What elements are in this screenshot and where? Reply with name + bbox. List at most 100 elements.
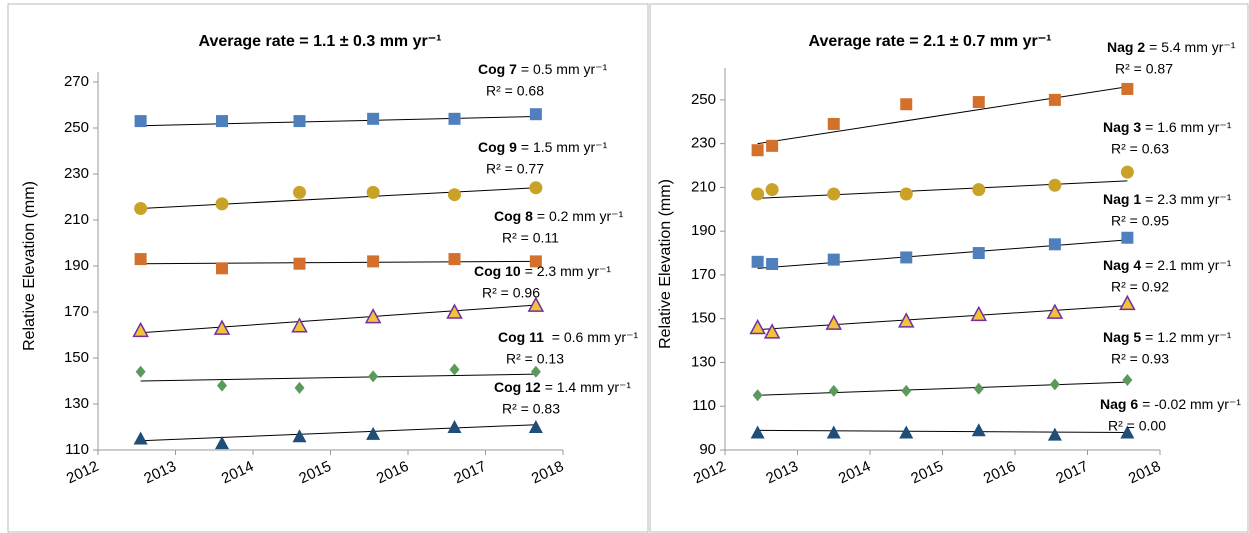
point [973, 382, 984, 395]
point [446, 303, 463, 319]
point [766, 258, 779, 270]
point [529, 108, 542, 121]
point [135, 365, 146, 378]
r2-label: R² = 0.00 [1108, 418, 1166, 434]
point [134, 202, 148, 215]
r2-label: R² = 0.95 [1111, 213, 1169, 229]
panel-frame [649, 3, 1249, 533]
x-tick-label: 2017 [451, 458, 488, 488]
rate-label: = 2.3 mm yr⁻¹ [1145, 191, 1232, 207]
y-axis-label: Relative Elevation (mm) [21, 181, 38, 351]
point [900, 251, 913, 264]
trend-line [140, 187, 536, 209]
point [751, 255, 764, 268]
point [899, 187, 913, 201]
point [899, 425, 914, 439]
point [765, 183, 779, 197]
point [826, 425, 841, 439]
y-tick-label: 170 [691, 266, 716, 283]
point [293, 257, 306, 270]
point [901, 384, 912, 397]
x-tick-label: 2018 [1126, 458, 1163, 488]
point [749, 318, 766, 335]
r2-label: R² = 0.96 [482, 285, 540, 301]
rate-label: = 0.2 mm yr⁻¹ [537, 208, 624, 224]
y-tick-label: 250 [691, 91, 716, 108]
x-tick-label: 2013 [763, 458, 800, 488]
trend-line [140, 260, 536, 265]
series-annotation: Nag 3 = 1.6 mm yr⁻¹ [1103, 119, 1232, 135]
y-tick-label: 90 [699, 441, 716, 458]
r2-label: R² = 0.68 [486, 83, 544, 99]
point [216, 115, 228, 128]
series-name: Cog 9 [478, 139, 517, 155]
point [530, 365, 541, 378]
trend-line [140, 116, 536, 127]
point [529, 181, 543, 195]
point [367, 112, 380, 125]
point [1048, 93, 1061, 106]
point [972, 96, 985, 109]
x-tick-label: 2014 [836, 458, 873, 488]
rate-label: = 0.6 mm yr⁻¹ [548, 329, 639, 345]
series-name: Nag 5 [1103, 329, 1141, 345]
point [293, 115, 306, 128]
y-tick-label: 110 [692, 397, 716, 414]
point [1046, 303, 1064, 319]
x-tick-label: 2016 [981, 458, 1018, 488]
chart-title: Average rate = 1.1 ± 0.3 mm yr⁻¹ [199, 33, 442, 50]
series-name: Cog 12 [494, 379, 541, 395]
x-tick-label: 2018 [529, 458, 566, 488]
point [766, 139, 779, 152]
point [447, 420, 462, 433]
series-annotation: Cog 9 = 1.5 mm yr⁻¹ [478, 139, 608, 155]
series-annotation: Nag 1 = 2.3 mm yr⁻¹ [1103, 191, 1232, 207]
chart-title: Average rate = 2.1 ± 0.7 mm yr⁻¹ [809, 33, 1052, 50]
series-annotation: Cog 12 = 1.4 mm yr⁻¹ [494, 379, 631, 395]
trend-line [140, 373, 536, 382]
x-tick-label: 2014 [219, 458, 256, 488]
point [134, 115, 147, 128]
series-name: Nag 1 [1103, 191, 1141, 207]
x-tick-label: 2017 [1053, 458, 1090, 488]
point [1122, 373, 1133, 386]
r2-label: R² = 0.63 [1111, 141, 1169, 157]
point [366, 426, 381, 440]
rate-label: = 1.4 mm yr⁻¹ [545, 379, 632, 395]
point [448, 253, 461, 266]
trend-line [757, 305, 1128, 331]
point [1119, 294, 1136, 311]
y-tick-label: 190 [691, 222, 716, 239]
x-tick-label: 2012 [691, 458, 728, 488]
y-tick-label: 210 [64, 211, 89, 228]
point [1120, 425, 1135, 439]
r2-label: R² = 0.93 [1111, 351, 1169, 367]
series-annotation: Nag 6 = -0.02 mm yr⁻¹ [1100, 396, 1241, 412]
y-tick-label: 130 [691, 353, 716, 370]
point [970, 305, 988, 322]
point [972, 183, 986, 197]
point [134, 253, 147, 266]
series-annotation: Cog 10 = 2.3 mm yr⁻¹ [474, 263, 611, 279]
point [763, 323, 781, 339]
trend-line [757, 381, 1128, 396]
y-tick-label: 130 [64, 395, 89, 412]
point [752, 389, 763, 402]
point [1120, 165, 1134, 179]
r2-label: R² = 0.11 [502, 230, 559, 246]
point [828, 384, 839, 397]
point [368, 370, 379, 383]
x-tick-label: 2015 [296, 458, 333, 488]
point [213, 319, 231, 335]
rate-label: = 1.6 mm yr⁻¹ [1145, 119, 1232, 135]
series-name: Nag 3 [1103, 119, 1141, 135]
series-annotation: Nag 2 = 5.4 mm yr⁻¹ [1107, 39, 1236, 55]
trend-line [757, 239, 1128, 269]
point [364, 308, 382, 324]
point [1049, 378, 1060, 391]
point [751, 187, 765, 201]
point [133, 431, 148, 445]
rate-label: = 5.4 mm yr⁻¹ [1149, 39, 1236, 55]
trend-line [140, 304, 536, 334]
